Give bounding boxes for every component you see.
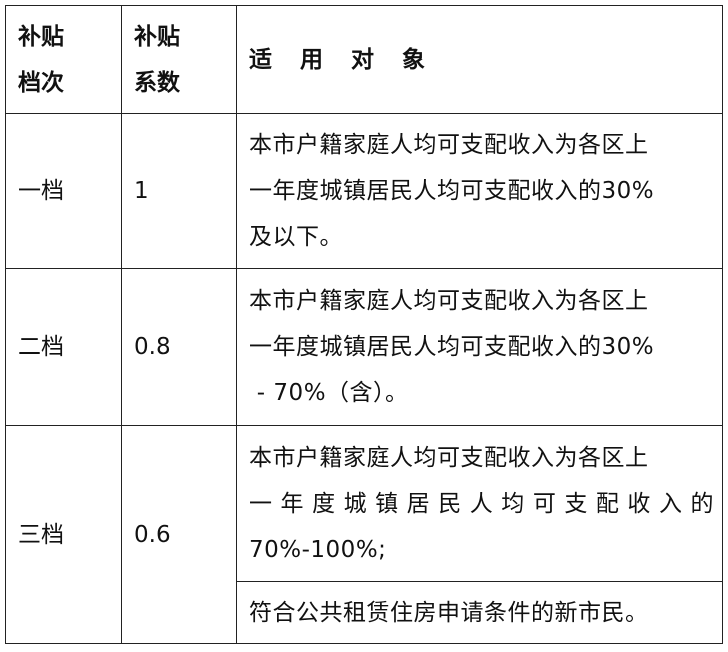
header-coef: 补贴 系数	[121, 5, 237, 114]
desc-line: 本市户籍家庭人均可支配收入为各区上	[249, 132, 649, 158]
desc-line: - 70%（含）。	[249, 380, 409, 406]
desc-line: 一年度城镇居民人均可支配收入的30%	[249, 334, 655, 360]
tier-cell: 一档	[5, 113, 122, 269]
desc-line: 及以下。	[249, 224, 343, 250]
desc-cell: 本市户籍家庭人均可支配收入为各区上一年度城镇居民人均可支配收入的 70%-100%…	[236, 425, 723, 582]
header-tier: 补贴 档次	[5, 5, 122, 114]
table-row-sub: 符合公共租赁住房申请条件的新市民。	[6, 581, 723, 644]
header-target: 适 用 对 象	[236, 5, 723, 114]
tier-cell: 二档	[5, 268, 122, 426]
header-tier-line1: 补贴	[18, 23, 64, 50]
desc-cell-extra: 符合公共租赁住房申请条件的新市民。	[236, 581, 723, 644]
subsidy-table: 补贴档次 补贴系数 适 用 对 象 一档 1 本市户籍家庭人均可支配收入为各区上…	[5, 5, 723, 644]
desc-line: 本市户籍家庭人均可支配收入为各区上	[249, 288, 649, 314]
desc-cell: 本市户籍家庭人均可支配收入为各区上 一年度城镇居民人均可支配收入的30% - 70…	[236, 268, 723, 426]
table-row: 二档 0.8 本市户籍家庭人均可支配收入为各区上 一年度城镇居民人均可支配收入的3…	[5, 268, 723, 426]
desc-cell: 本市户籍家庭人均可支配收入为各区上 一年度城镇居民人均可支配收入的30% 及以下。	[236, 113, 723, 269]
header-row: 补贴档次 补贴系数 适 用 对 象	[5, 5, 723, 114]
header-tier-line2: 档次	[18, 69, 64, 96]
tier-cell: 三档	[5, 425, 122, 644]
coef-cell: 0.6	[121, 425, 237, 644]
desc-line: 本市户籍家庭人均可支配收入为各区上	[249, 444, 649, 471]
header-coef-line1: 补贴	[134, 23, 180, 50]
table-row: 三档 0.6 本市户籍家庭人均可支配收入为各区上一年度城镇居民人均可支配收入的 7…	[5, 425, 723, 644]
desc-line: 一年度城镇居民人均可支配收入的	[249, 490, 714, 517]
table-row: 一档 1 本市户籍家庭人均可支配收入为各区上 一年度城镇居民人均可支配收入的30%…	[5, 113, 723, 269]
coef-cell: 0.8	[121, 268, 237, 426]
desc-line: 70%-100%;	[249, 536, 387, 563]
header-coef-line2: 系数	[134, 69, 180, 96]
coef-cell: 1	[121, 113, 237, 269]
desc-line: 一年度城镇居民人均可支配收入的30%	[249, 178, 655, 204]
